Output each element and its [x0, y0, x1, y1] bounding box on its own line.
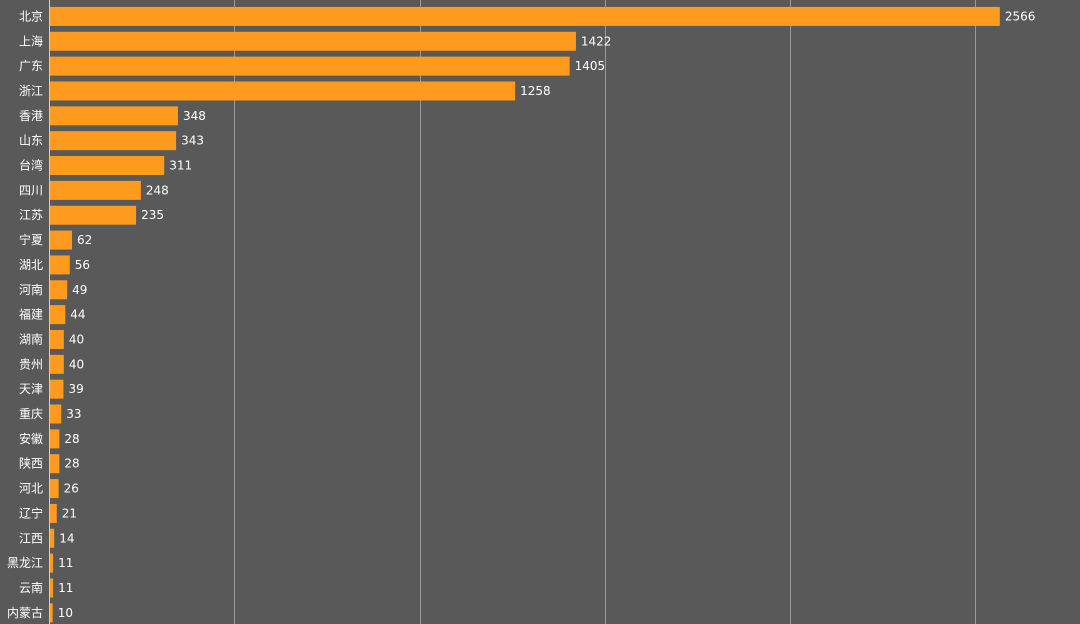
bar-8[interactable]: [50, 205, 137, 225]
bar-11[interactable]: [50, 280, 68, 300]
bar-23[interactable]: [50, 578, 54, 598]
value-label-9: 62: [77, 233, 92, 247]
bar-3[interactable]: [50, 81, 516, 101]
value-label-23: 11: [58, 581, 73, 595]
bar-20[interactable]: [50, 503, 57, 523]
category-label-9: 宁夏: [19, 232, 43, 247]
bar-6[interactable]: [50, 156, 165, 176]
bar-7[interactable]: [50, 180, 141, 200]
bar-17[interactable]: [50, 429, 60, 449]
category-label-10: 湖北: [19, 257, 43, 272]
value-label-12: 44: [70, 308, 85, 322]
value-label-1: 1422: [581, 34, 612, 48]
bar-layer: [50, 6, 1000, 623]
category-label-5: 山东: [19, 134, 43, 148]
value-label-8: 235: [141, 208, 164, 222]
category-label-20: 辽宁: [19, 505, 43, 520]
bar-15[interactable]: [50, 379, 64, 399]
bar-19[interactable]: [50, 479, 59, 499]
category-label-1: 上海: [19, 33, 43, 48]
value-label-2: 1405: [575, 59, 606, 73]
value-label-10: 56: [75, 258, 90, 272]
bar-21[interactable]: [50, 528, 55, 548]
value-label-6: 311: [169, 159, 192, 173]
category-label-21: 江西: [19, 531, 43, 545]
category-label-4: 香港: [19, 109, 43, 123]
value-label-21: 14: [59, 531, 74, 545]
value-label-13: 40: [69, 332, 84, 346]
value-label-24: 10: [58, 606, 73, 620]
category-label-15: 天津: [19, 382, 43, 396]
value-label-11: 49: [72, 283, 87, 297]
bar-9[interactable]: [50, 230, 72, 250]
bar-18[interactable]: [50, 454, 60, 474]
category-label-0: 北京: [19, 9, 43, 23]
value-label-20: 21: [62, 506, 77, 520]
bar-24[interactable]: [50, 603, 53, 623]
category-label-12: 福建: [19, 307, 43, 322]
value-label-5: 343: [181, 134, 204, 148]
category-label-11: 河南: [19, 282, 43, 297]
bar-1[interactable]: [50, 31, 576, 51]
value-label-16: 33: [66, 407, 81, 421]
value-label-4: 348: [183, 109, 206, 123]
bar-12[interactable]: [50, 305, 66, 325]
bar-22[interactable]: [50, 553, 54, 573]
value-label-14: 40: [69, 357, 84, 371]
category-label-3: 浙江: [19, 84, 43, 98]
bar-5[interactable]: [50, 131, 177, 151]
value-label-3: 1258: [520, 84, 551, 98]
category-label-24: 内蒙古: [7, 605, 43, 620]
grid-layer: [49, 0, 976, 624]
value-label-0: 2566: [1005, 9, 1036, 23]
value-label-15: 39: [68, 382, 83, 396]
category-label-2: 广东: [19, 59, 43, 73]
category-label-23: 云南: [19, 580, 43, 595]
bar-0[interactable]: [50, 6, 1000, 26]
bar-2[interactable]: [50, 56, 570, 76]
category-label-14: 贵州: [19, 357, 43, 371]
category-label-13: 湖南: [19, 331, 43, 346]
category-label-18: 陕西: [19, 456, 43, 471]
value-label-22: 11: [58, 556, 73, 570]
category-label-17: 安徽: [19, 431, 43, 446]
category-label-8: 江苏: [19, 208, 43, 222]
value-label-7: 248: [146, 183, 169, 197]
category-label-16: 重庆: [19, 407, 43, 421]
value-label-19: 26: [64, 482, 79, 496]
label-layer: 北京 2566 上海 1422 广东 1405 浙江 1258 香港 348 山东 343 台湾 311 四…: [7, 9, 1035, 619]
bar-14[interactable]: [50, 354, 64, 374]
category-label-22: 黑龙江: [7, 556, 43, 570]
bar-10[interactable]: [50, 255, 70, 275]
category-label-7: 四川: [19, 183, 43, 197]
value-label-18: 28: [64, 457, 79, 471]
bar-13[interactable]: [50, 329, 64, 349]
value-label-17: 28: [64, 432, 79, 446]
category-label-19: 河北: [19, 482, 43, 496]
bar-16[interactable]: [50, 404, 62, 424]
category-label-6: 台湾: [19, 158, 43, 173]
bar-4[interactable]: [50, 106, 178, 126]
